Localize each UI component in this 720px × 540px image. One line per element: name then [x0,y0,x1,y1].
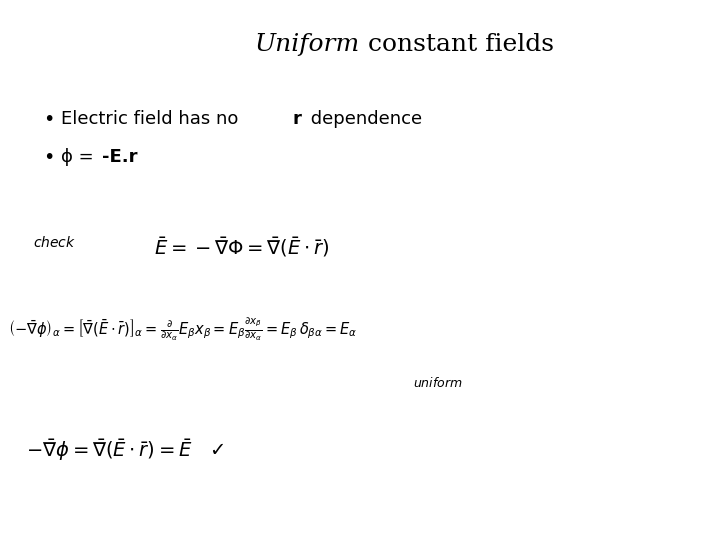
Text: Electric field has no: Electric field has no [61,111,244,129]
Text: $\mathit{check}$: $\mathit{check}$ [32,235,76,251]
Text: $\left(-\bar{\nabla}\phi\right)_{\alpha} = \left[\bar{\nabla}(\bar{E}\cdot\bar{r: $\left(-\bar{\nabla}\phi\right)_{\alpha}… [8,315,357,343]
Text: •: • [43,111,55,130]
Text: -E.r: -E.r [102,148,138,166]
Text: $\bar{E} = -\bar{\nabla}\Phi = \bar{\nabla}(\bar{E}\cdot\bar{r})$: $\bar{E} = -\bar{\nabla}\Phi = \bar{\nab… [153,235,329,259]
Text: ϕ =: ϕ = [61,148,99,166]
Text: •: • [43,148,55,167]
Text: Uniform: Uniform [255,33,360,56]
Text: $-\bar{\nabla}\phi = \bar{\nabla}(\bar{E}\cdot\bar{r}) = \bar{E} \quad \checkmar: $-\bar{\nabla}\phi = \bar{\nabla}(\bar{E… [25,437,225,463]
Text: r: r [292,111,301,129]
Text: dependence: dependence [305,111,423,129]
Text: $\mathit{uniform}$: $\mathit{uniform}$ [413,376,463,390]
Text: constant fields: constant fields [360,33,554,56]
